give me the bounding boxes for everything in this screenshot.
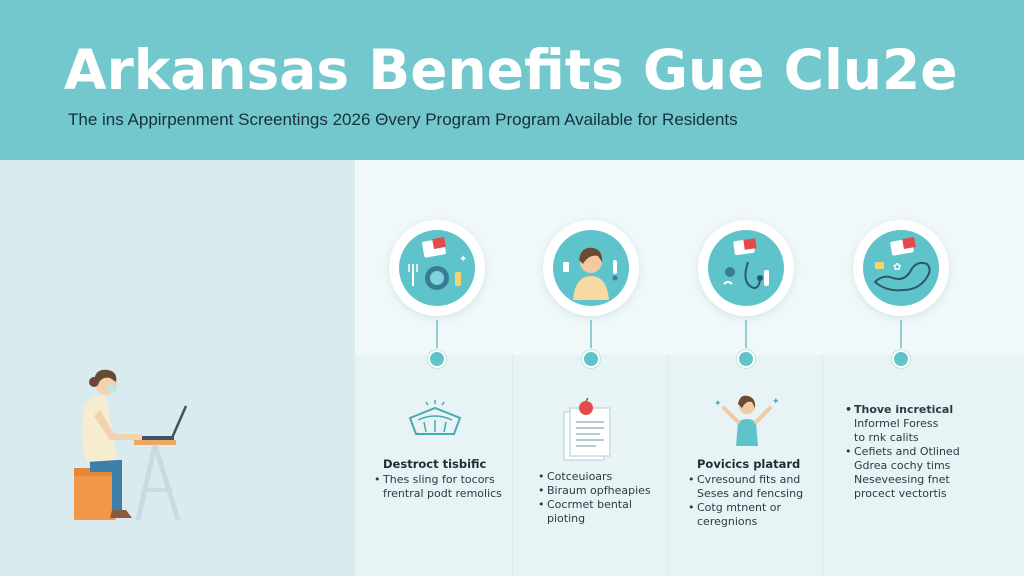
svg-text:✦: ✦	[772, 397, 780, 407]
list-item: Thes sling for tocors	[374, 473, 502, 487]
sunburst-card-icon	[408, 400, 462, 435]
list-item: Gdrea cochy tims	[854, 459, 951, 472]
list-item: Cocrmet bental	[538, 498, 651, 512]
connector-line	[900, 320, 902, 348]
list-item: procect vectortis	[854, 487, 947, 500]
header-banner	[0, 0, 1024, 160]
svg-text:✦: ✦	[459, 254, 467, 265]
column-heading: Povicics platard	[697, 457, 801, 471]
column-divider	[667, 355, 668, 576]
svg-text:✿: ✿	[893, 262, 901, 273]
column-heading: Thove incretical	[845, 403, 960, 417]
column-divider	[512, 355, 513, 576]
person-portrait-icon	[543, 220, 639, 316]
connector-line	[590, 320, 592, 348]
timeline-dot	[737, 350, 755, 368]
column-2-text: Cotceuioars Biraum opfheapies Cocrmet be…	[538, 470, 651, 526]
woman-raising-hands-icon: ✦ ✦	[714, 395, 780, 446]
page-subtitle: The ins Appirpenment Screentings 2026 Θv…	[68, 110, 738, 129]
timeline-dot	[428, 350, 446, 368]
list-item: Cotg mtnent or	[688, 501, 803, 515]
timeline-dot	[582, 350, 600, 368]
list-item: pioting	[547, 512, 586, 525]
svg-text:✦: ✦	[714, 399, 722, 409]
column-list: Cvresound fits and Seses and fencsing Co…	[688, 473, 803, 529]
column-list: Cotceuioars Biraum opfheapies Cocrmet be…	[538, 470, 651, 526]
list-item: Informel Foress	[854, 417, 939, 430]
list-item: frentral podt remolics	[383, 487, 502, 500]
list-item: Biraum opfheapies	[538, 484, 651, 498]
column-heading: Destroct tisbific	[383, 457, 487, 471]
left-illustration-panel	[0, 160, 355, 576]
desk-top	[134, 440, 176, 445]
list-item: ceregnions	[697, 515, 758, 528]
list-item: Cotceuioars	[538, 470, 651, 484]
column-list: Thove incretical Informel Foress to rnk …	[845, 403, 960, 501]
document-and-heart-icon: ✦	[389, 220, 485, 316]
chair	[74, 468, 116, 520]
laptop-icon	[170, 405, 188, 439]
connector-line	[745, 320, 747, 348]
column-3-text: Povicics platard Cvresound fits and Sese…	[688, 457, 803, 529]
timeline-dot	[892, 350, 910, 368]
column-divider	[822, 355, 823, 576]
stethoscope-icon	[698, 220, 794, 316]
person-at-laptop-illustration	[74, 369, 188, 521]
map-route-icon: ✿	[853, 220, 949, 316]
connector-line	[436, 320, 438, 348]
column-list: Thes sling for tocors frentral podt remo…	[374, 473, 502, 501]
column-4-text: Thove incretical Informel Foress to rnk …	[845, 403, 960, 501]
column-1-text: Destroct tisbific Thes sling for tocors …	[374, 457, 502, 501]
list-item: Cvresound fits and	[688, 473, 803, 487]
columns-text-band	[355, 355, 1024, 576]
list-item: Seses and fencsing	[697, 487, 804, 500]
list-item: Neseveesing fnet	[854, 473, 950, 486]
list-item: Cefiets and Otlined	[845, 445, 960, 459]
page-title: Arkansas Benefits Gue Clu2e	[64, 38, 958, 102]
apple-document-icon	[563, 398, 611, 461]
desk-leg	[135, 444, 158, 521]
list-item: to rnk calits	[854, 431, 919, 444]
